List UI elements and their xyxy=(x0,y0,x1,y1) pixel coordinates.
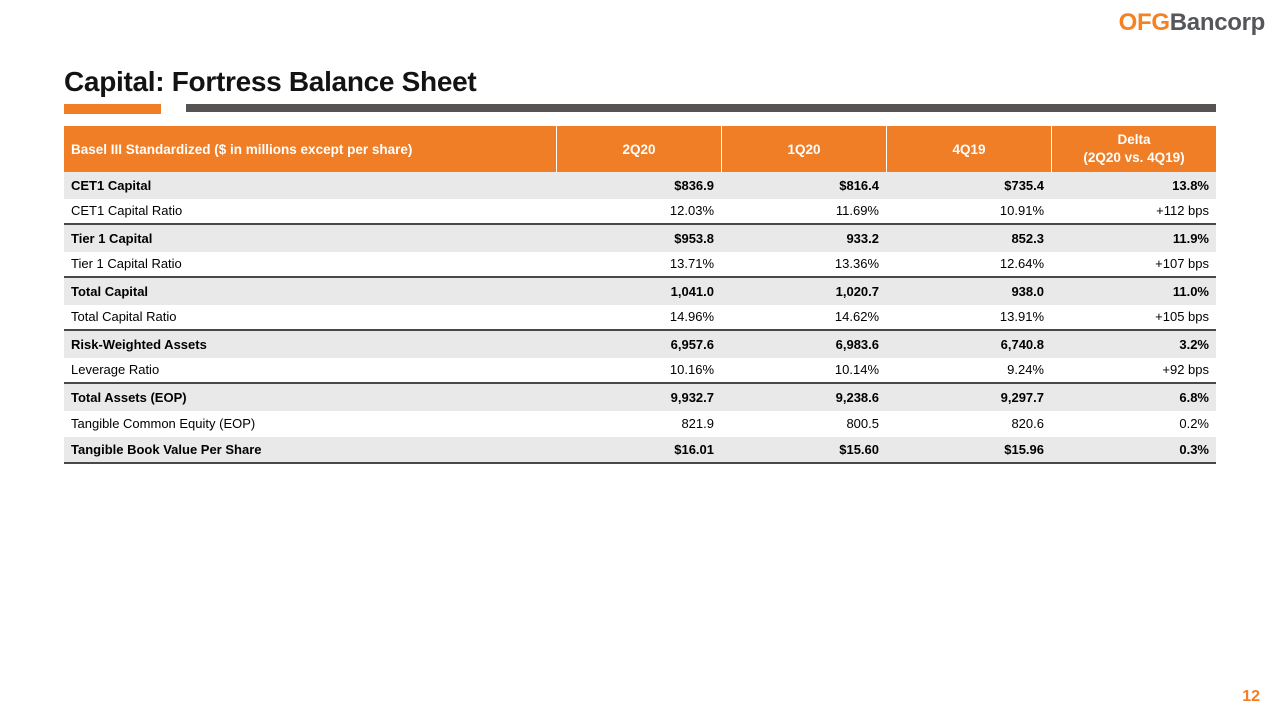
cell-value: +112 bps xyxy=(1156,203,1209,219)
cell-value: 9,297.7 xyxy=(1000,389,1044,405)
cell-value: 10.16% xyxy=(669,362,714,378)
cell-value: 0.3% xyxy=(1179,441,1209,457)
cell-value: 0.2% xyxy=(1179,416,1209,432)
table-row: Leverage Ratio 10.16% 10.14% 9.24% +92 bps xyxy=(64,357,1216,384)
cell-value: +107 bps xyxy=(1155,256,1209,272)
cell-value: +105 bps xyxy=(1155,309,1209,325)
cell-value: 6,957.6 xyxy=(670,336,714,352)
table-row: Total Capital 1,041.0 1,020.7 938.0 11.0% xyxy=(64,278,1216,305)
cell-value: 13.91% xyxy=(999,309,1044,325)
cell-value: $953.8 xyxy=(674,230,714,246)
cell-value: 10.14% xyxy=(834,362,879,378)
cell-value: $16.01 xyxy=(674,441,714,457)
table-body: CET1 Capital $836.9 $816.4 $735.4 13.8% CET1 … xyxy=(64,172,1216,464)
row-label: Leverage Ratio xyxy=(71,362,160,378)
table-row: Total Capital Ratio 14.96% 14.62% 13.91% +10… xyxy=(64,304,1216,331)
cell-value: $816.4 xyxy=(839,177,879,193)
cell-value: 1,041.0 xyxy=(670,283,714,299)
cell-value: 13.8% xyxy=(1172,177,1209,193)
col-header-2q20: 2Q20 xyxy=(556,126,721,172)
row-label: Total Assets (EOP) xyxy=(71,389,187,405)
cell-value: $15.96 xyxy=(1004,441,1044,457)
delta-header-line1: Delta xyxy=(1117,132,1151,148)
company-logo: OFGBancorp xyxy=(1118,9,1266,37)
cell-value: 820.6 xyxy=(1011,416,1044,432)
col-header-basel: Basel III Standardized ($ in millions ex… xyxy=(71,141,413,157)
title-underline-orange-bar xyxy=(64,104,161,114)
cell-value: 11.69% xyxy=(835,203,879,219)
cell-value: 11.0% xyxy=(1172,283,1209,299)
cell-value: 1,020.7 xyxy=(835,283,879,299)
row-label: CET1 Capital xyxy=(71,177,152,193)
cell-value: 800.5 xyxy=(846,416,879,432)
row-label: CET1 Capital Ratio xyxy=(71,203,183,219)
slide-title: Capital: Fortress Balance Sheet xyxy=(64,66,477,97)
table-row: Total Assets (EOP) 9,932.7 9,238.6 9,297.7 6… xyxy=(64,384,1216,411)
table-row: Tier 1 Capital $953.8 933.2 852.3 11.9% xyxy=(64,225,1216,252)
table-row: Tangible Common Equity (EOP) 821.9 800.5 82… xyxy=(64,410,1216,437)
table-header-row: Basel III Standardized ($ in millions ex… xyxy=(64,126,1216,172)
table-row: CET1 Capital Ratio 12.03% 11.69% 10.91% +112… xyxy=(64,198,1216,225)
row-label: Tier 1 Capital xyxy=(71,230,153,246)
row-label: Tangible Book Value Per Share xyxy=(71,441,262,457)
logo-ofg-text: OFG xyxy=(1118,9,1170,36)
cell-value: 933.2 xyxy=(846,230,879,246)
cell-value: 14.62% xyxy=(834,309,879,325)
cell-value: 13.36% xyxy=(834,256,879,272)
cell-value: 3.2% xyxy=(1179,336,1209,352)
cell-value: 938.0 xyxy=(1011,283,1044,299)
row-label: Risk-Weighted Assets xyxy=(71,336,207,352)
row-label: Total Capital Ratio xyxy=(71,309,177,325)
cell-value: 852.3 xyxy=(1011,230,1044,246)
title-underline-gray-bar xyxy=(186,104,1216,112)
cell-value: 14.96% xyxy=(669,309,714,325)
table-row: Tangible Book Value Per Share $16.01 $15.6… xyxy=(64,437,1216,464)
cell-value: 9,932.7 xyxy=(670,389,714,405)
cell-value: 9,238.6 xyxy=(835,389,879,405)
cell-value: 6.8% xyxy=(1179,389,1209,405)
row-label: Total Capital xyxy=(71,283,149,299)
cell-value: 6,983.6 xyxy=(835,336,879,352)
row-label: Tier 1 Capital Ratio xyxy=(71,256,182,272)
table-row: CET1 Capital $836.9 $816.4 $735.4 13.8% xyxy=(64,172,1216,199)
col-header-4q19: 4Q19 xyxy=(886,126,1051,172)
cell-value: 821.9 xyxy=(681,416,714,432)
col-header-1q20: 1Q20 xyxy=(721,126,886,172)
cell-value: $15.60 xyxy=(839,441,879,457)
delta-header-line2: (2Q20 vs. 4Q19) xyxy=(1083,150,1185,165)
cell-value: $836.9 xyxy=(674,177,714,193)
table-row: Risk-Weighted Assets 6,957.6 6,983.6 6,740.… xyxy=(64,331,1216,358)
logo-bancorp-text: Bancorp xyxy=(1169,9,1266,36)
cell-value: 13.71% xyxy=(669,256,714,272)
cell-value: 6,740.8 xyxy=(1000,336,1044,352)
cell-value: 10.91% xyxy=(999,203,1044,219)
cell-value: 12.03% xyxy=(669,203,714,219)
row-label: Tangible Common Equity (EOP) xyxy=(71,416,256,432)
col-header-delta: Delta (2Q20 vs. 4Q19) xyxy=(1051,126,1216,172)
cell-value: $735.4 xyxy=(1004,177,1044,193)
cell-value: 11.9% xyxy=(1172,230,1209,246)
capital-table: Basel III Standardized ($ in millions ex… xyxy=(64,126,1216,464)
table-row: Tier 1 Capital Ratio 13.71% 13.36% 12.64% +1… xyxy=(64,251,1216,278)
cell-value: 9.24% xyxy=(1007,362,1044,378)
page-number: 12 xyxy=(1242,688,1260,705)
cell-value: 12.64% xyxy=(999,256,1044,272)
cell-value: +92 bps xyxy=(1162,362,1209,378)
